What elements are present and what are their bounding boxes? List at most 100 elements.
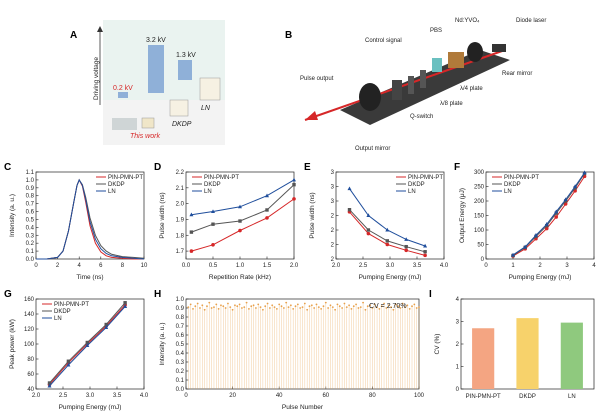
pulse-peak-point (364, 308, 367, 311)
this-work-voltage-bar (118, 92, 128, 98)
panel-b-label: B (285, 30, 292, 41)
pulse-peak-point (231, 308, 234, 311)
data-point (211, 222, 215, 226)
data-point (238, 219, 242, 223)
pulse-peak-point (275, 308, 278, 310)
chart-c-panel-label: C (4, 162, 11, 173)
voltage-label-ln: 1.3 kV (176, 52, 196, 59)
label-nd-yvo4: Nd:YVO₄ (455, 18, 480, 24)
data-point (265, 193, 269, 198)
pulse-peak-point (259, 306, 262, 308)
pulse-peak-point (317, 306, 320, 308)
legend-entry: LN (504, 189, 512, 195)
pulse-peak-point (334, 308, 337, 311)
voltage-label-this-work: 0.2 kV (113, 85, 133, 92)
data-point (104, 325, 109, 329)
pulse-peak-point (406, 304, 409, 307)
y-tick-label: 4 (456, 297, 460, 303)
pulse-peak-point (194, 305, 197, 308)
pulse-peak-point (392, 308, 395, 311)
x-axis-label: Repetition Rate (kHz) (209, 274, 271, 281)
plot-frame (485, 171, 595, 260)
pulse-peak-point (220, 304, 222, 307)
pulse-peak-point (408, 308, 411, 310)
y-tick-label: 2 (331, 243, 335, 249)
pulse-peak-point (331, 306, 334, 308)
series-line-0 (512, 176, 586, 257)
legend-entry: LN (408, 189, 416, 195)
data-point (404, 248, 408, 253)
ln-device (199, 77, 221, 101)
pulse-peak-point (303, 302, 306, 305)
y-tick-label: 40 (27, 387, 34, 393)
data-point (544, 226, 549, 231)
data-point (265, 208, 269, 212)
panel-a-ylabel: Driving voltage (93, 57, 100, 100)
data-point (511, 252, 515, 257)
x-tick-label: 1 (511, 263, 515, 269)
y-tick-label: 0.6 (176, 333, 185, 339)
x-tick-label: 100 (414, 393, 425, 399)
label-rear-mirror: Rear mirror (502, 71, 532, 77)
y-tick-label: 0.8 (26, 194, 35, 200)
y-tick-label: 1.0 (26, 178, 35, 184)
y-tick-label: 100 (24, 342, 35, 348)
lambda8-plate (408, 76, 414, 94)
pulse-peak-point (390, 306, 392, 308)
y-tick-label: 100 (474, 228, 485, 234)
chart-f-panel-label: F (454, 162, 460, 173)
legend-entry: PIN-PMN-PT (54, 302, 89, 308)
y-tick-label: 0.3 (26, 233, 35, 239)
pulse-peak-point (215, 303, 218, 306)
pulse-peak-point (355, 303, 357, 306)
legend-entry: PIN-PMN-PT (204, 175, 239, 181)
pulse-peak-point (217, 308, 220, 310)
data-point (123, 301, 127, 305)
y-tick-label: 2 (331, 257, 335, 263)
x-tick-label: 40 (276, 393, 283, 399)
y-tick-label: 0 (456, 387, 460, 393)
pulse-peak-point (350, 308, 353, 310)
x-tick-label: 20 (229, 393, 236, 399)
x-tick-label: 2.0 (290, 263, 299, 269)
chart-e-panel-label: E (304, 162, 311, 173)
category-label: LN (568, 394, 576, 400)
data-point (189, 230, 194, 234)
device-label-dkdp: DKDP (172, 121, 192, 128)
x-tick-label: 4 (78, 263, 82, 269)
panel-a-device-comparison: A Driving voltage 0.2 kV 3.2 kV 1.3 kV T… (70, 20, 225, 145)
pulse-peak-point (380, 305, 383, 308)
x-tick-label: 1.5 (263, 263, 272, 269)
x-axis-label: Time (ns) (76, 274, 103, 281)
lambda4-plate (420, 70, 426, 88)
y-tick-label: 60 (27, 372, 34, 378)
y-tick-label: 1.0 (176, 297, 185, 303)
pulse-peak-point (387, 304, 390, 307)
pulse-peak-point (376, 306, 378, 308)
pulse-peak-point (383, 302, 385, 305)
data-point (238, 204, 242, 209)
plot-frame (35, 171, 145, 260)
legend-entry: LN (54, 316, 62, 322)
legend-entry: LN (204, 189, 212, 195)
data-point (573, 184, 578, 188)
x-tick-label: 6 (99, 263, 103, 269)
pulse-peak-point (227, 302, 229, 305)
pulse-peak-point (310, 304, 313, 307)
pulse-peak-point (348, 304, 350, 307)
dkdp-voltage-bar (148, 45, 164, 93)
y-tick-label: 1 (456, 365, 460, 371)
x-tick-label: 2 (56, 263, 60, 269)
pulse-peak-point (336, 303, 339, 306)
pulse-peak-point (362, 301, 364, 304)
x-axis-label: Pumping Energy (mJ) (59, 404, 122, 411)
chart-g-peak-power: G 40 60 80 100 120 140 160 2.0 2.5 3.0 3.5 4.0 Pumpin… (4, 289, 149, 411)
x-tick-label: 2 (538, 263, 542, 269)
rear-mirror (467, 42, 483, 62)
data-point (563, 197, 568, 202)
panel-a-label: A (70, 30, 77, 41)
x-tick-label: 4.0 (140, 393, 149, 399)
pulse-peak-point (341, 307, 344, 309)
pulse-peak-point (413, 303, 416, 306)
y-tick-label: 0.9 (26, 186, 35, 192)
